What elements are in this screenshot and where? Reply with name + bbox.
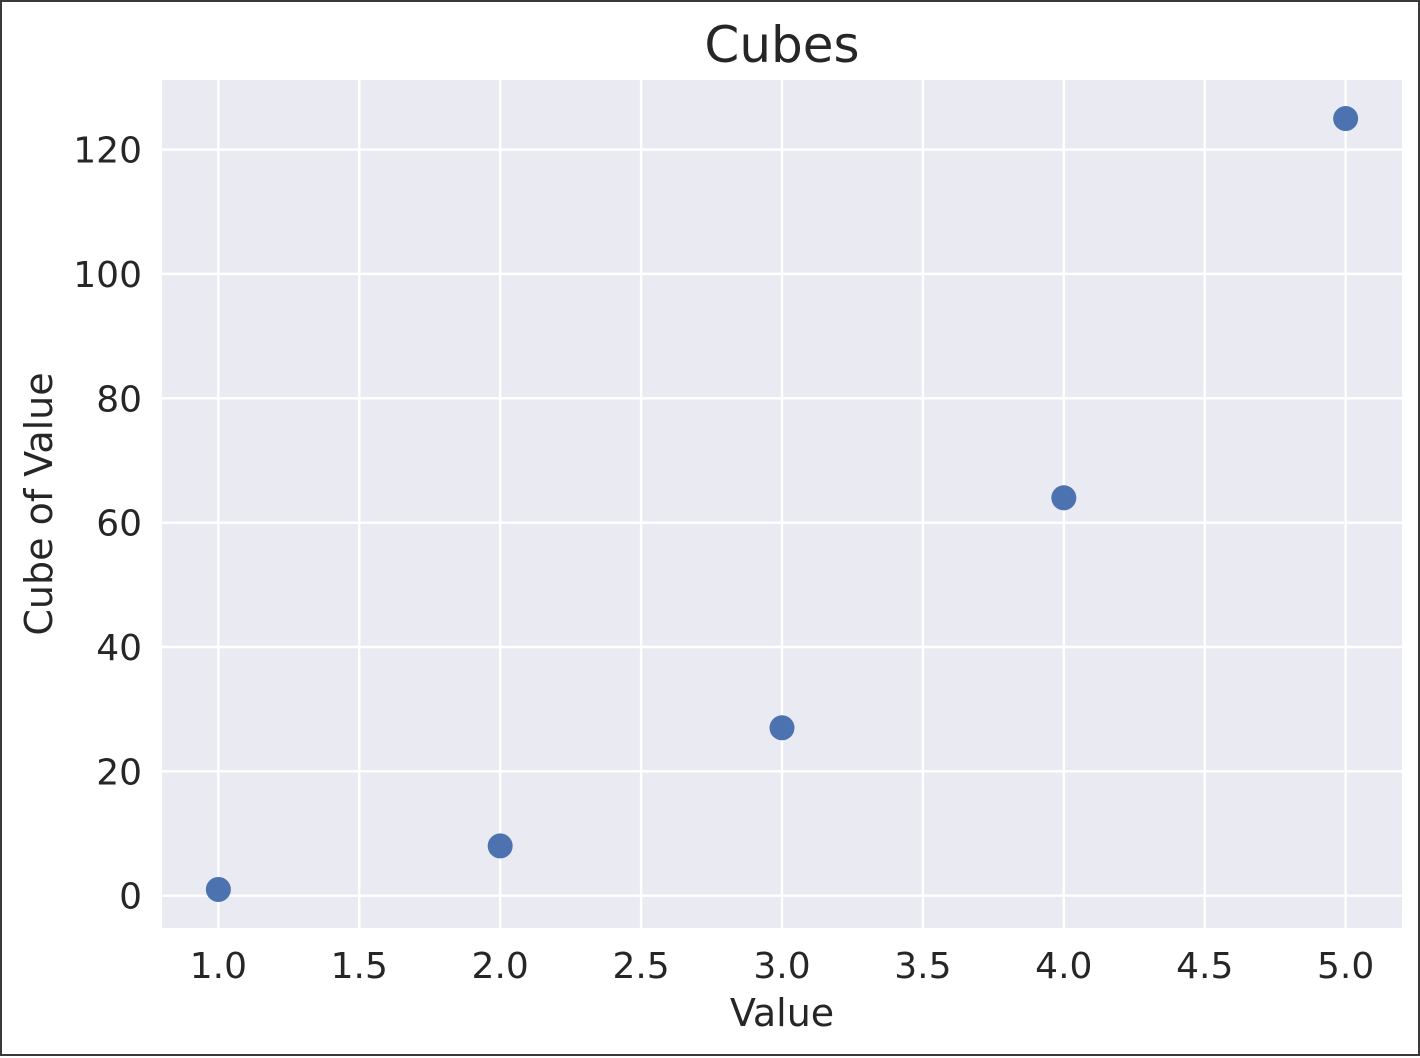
- y-tick-label: 20: [96, 752, 142, 793]
- x-tick-label: 1.0: [190, 946, 247, 987]
- x-gridlines: [217, 80, 1347, 928]
- x-tick-label: 3.0: [753, 946, 810, 987]
- y-tick-label: 100: [73, 255, 142, 296]
- x-tick-label: 2.0: [472, 946, 529, 987]
- data-point: [487, 833, 513, 859]
- data-point: [769, 715, 795, 741]
- data-points: [205, 106, 1359, 902]
- y-tick-label: 80: [96, 379, 142, 420]
- data-point: [1333, 106, 1359, 132]
- x-tick-label: 4.5: [1176, 946, 1233, 987]
- x-tick-label: 2.5: [612, 946, 669, 987]
- y-tick-label: 0: [119, 877, 142, 918]
- data-point: [1051, 485, 1077, 511]
- x-axis-label: Value: [730, 991, 834, 1035]
- y-tick-label: 60: [96, 504, 142, 545]
- x-tick-label: 5.0: [1317, 946, 1374, 987]
- y-axis-label: Cube of Value: [17, 372, 61, 635]
- chart-title: Cubes: [704, 16, 859, 74]
- y-tick-labels: 0 20 40 60 80 100 120: [73, 131, 142, 918]
- x-tick-label: 1.5: [331, 946, 388, 987]
- x-tick-label: 3.5: [894, 946, 951, 987]
- y-tick-label: 40: [96, 628, 142, 669]
- data-point: [205, 876, 231, 902]
- y-tick-label: 120: [73, 131, 142, 172]
- x-tick-labels: 1.0 1.5 2.0 2.5 3.0 3.5 4.0 4.5 5.0: [190, 946, 1375, 987]
- y-gridlines: [162, 148, 1402, 897]
- x-tick-label: 4.0: [1035, 946, 1092, 987]
